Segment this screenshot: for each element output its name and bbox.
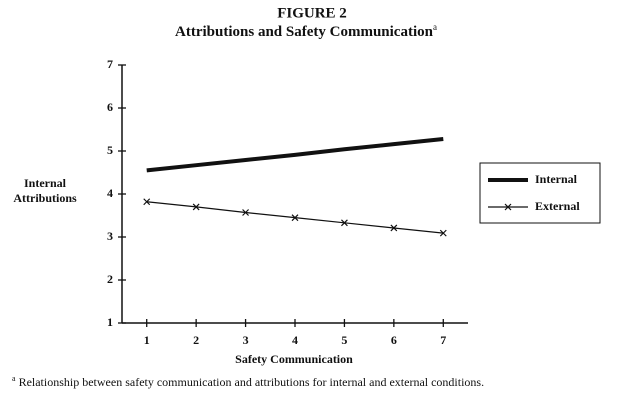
y-tick-label: 1 [107, 315, 113, 329]
x-tick-label: 2 [193, 333, 199, 347]
footnote-marker: a [12, 374, 16, 383]
legend-label: External [535, 199, 580, 213]
subtitle-marker: a [433, 22, 437, 32]
series-line [146, 136, 444, 173]
legend-box [479, 162, 601, 224]
y-tick-label: 6 [107, 100, 113, 114]
y-axis-label: Internal Attributions [13, 176, 77, 205]
chart-title: FIGURE 2 [277, 5, 347, 21]
point-marker [242, 209, 249, 216]
x-axis-label: Safety Communication [235, 352, 353, 366]
x-tick-label: 1 [144, 333, 150, 347]
x-tick-label: 5 [341, 333, 347, 347]
y-tick-label: 3 [107, 229, 113, 243]
point-marker [291, 214, 299, 222]
x-tick-label: 4 [292, 333, 298, 347]
x-tick-label: 3 [243, 333, 249, 347]
point-marker [341, 219, 348, 227]
point-marker [439, 229, 447, 237]
y-tick-label: 2 [107, 272, 113, 286]
legend-marker [504, 203, 512, 211]
legend-label: Internal [535, 172, 578, 186]
y-tick-label: 4 [107, 186, 113, 200]
y-tick-label: 7 [107, 57, 113, 71]
point-marker [143, 198, 151, 206]
y-tick-label: 5 [107, 143, 113, 157]
footnote: a Relationship between safety communicat… [12, 374, 484, 390]
x-tick-label: 7 [440, 333, 446, 347]
subtitle-text: Attributions and Safety Communication [175, 24, 434, 40]
footnote-text: Relationship between safety communicatio… [18, 375, 485, 389]
x-tick-label: 6 [391, 333, 397, 347]
chart-subtitle: Attributions and Safety Communicationa [175, 22, 437, 40]
point-marker [390, 224, 398, 232]
point-marker [192, 203, 200, 211]
